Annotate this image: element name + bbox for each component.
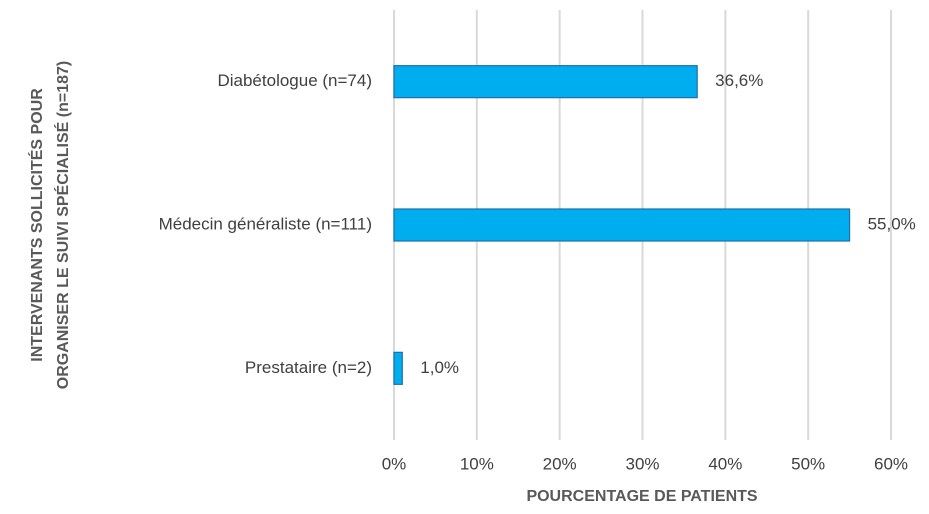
x-tick-label: 10% — [460, 454, 494, 473]
y-tick-label: Diabétologue (n=74) — [217, 71, 372, 90]
x-axis-title: POURCENTAGE DE PATIENTS — [526, 488, 757, 505]
bar — [393, 208, 851, 242]
y-axis-title: ORGANISER LE SUIVI SPÉCIALISÉ (n=187) — [53, 61, 72, 390]
x-tick-label: 20% — [543, 454, 577, 473]
x-tick-label: 60% — [874, 454, 908, 473]
y-tick-label: Médecin généraliste (n=111) — [159, 214, 372, 233]
data-label: 1,0% — [420, 358, 459, 377]
y-axis-title: INTERVENANTS SOLLICITÉS POUR — [27, 88, 46, 362]
bar — [393, 65, 698, 99]
data-label: 55,0% — [868, 214, 916, 233]
bar — [393, 351, 403, 385]
x-tick-label: 0% — [382, 454, 407, 473]
x-tick-label: 30% — [625, 454, 659, 473]
x-tick-label: 50% — [791, 454, 825, 473]
x-tick-label: 40% — [708, 454, 742, 473]
y-tick-label: Prestataire (n=2) — [245, 358, 372, 377]
data-label: 36,6% — [715, 71, 763, 90]
